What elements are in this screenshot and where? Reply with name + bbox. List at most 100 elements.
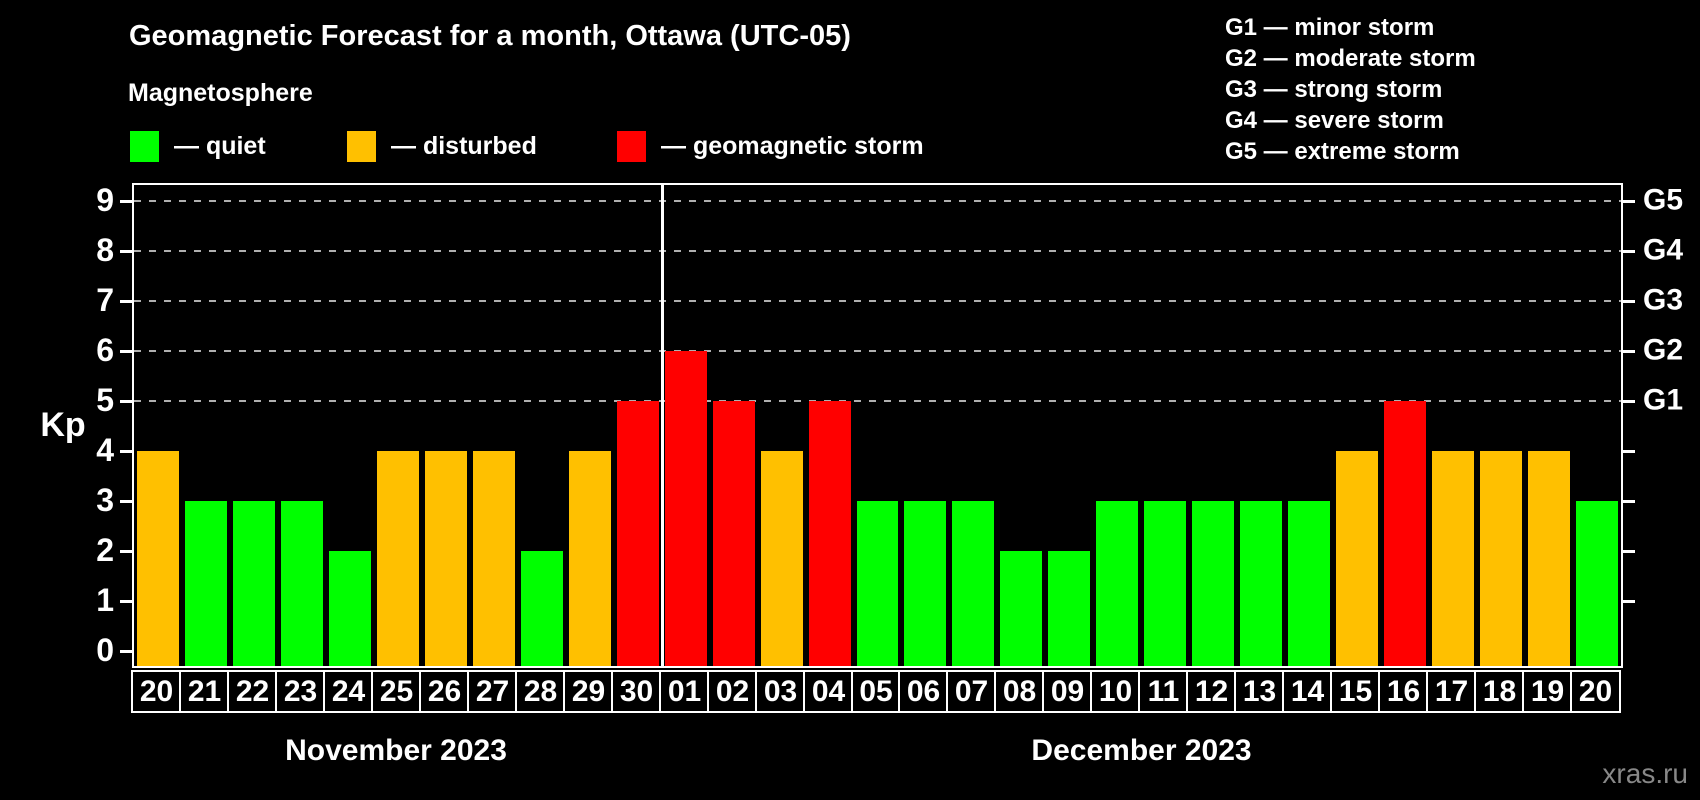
kp-bar [952, 501, 995, 666]
kp-bar [137, 451, 179, 666]
kp-bar [1384, 401, 1427, 666]
day-label: 22 [227, 670, 278, 713]
legend-item-disturbed: — disturbed [347, 131, 537, 162]
plot-area: 0 1 2 3 4 5 6 7 8 9 G1 G2 G3 G4 G5 [96, 182, 1683, 668]
day-label: 02 [707, 670, 758, 713]
day-label: 23 [275, 670, 326, 713]
quiet-color-swatch [130, 131, 159, 162]
y-axis-tick-label: 2 [96, 531, 114, 568]
kp-bar [376, 451, 419, 666]
g-axis-label: G4 [1643, 233, 1684, 267]
y-axis-tick [120, 300, 132, 303]
y-axis-tick [120, 250, 132, 253]
gridline-kp-9 [134, 200, 1621, 202]
y-axis-tick [120, 400, 132, 403]
day-label: 30 [611, 670, 662, 713]
day-label: 12 [1186, 670, 1237, 713]
kp-bar [904, 501, 947, 666]
y-axis-tick-label: 4 [96, 431, 114, 468]
kp-bar [232, 501, 275, 666]
y-axis-tick [120, 600, 132, 603]
day-label: 13 [1234, 670, 1285, 713]
day-label: 27 [467, 670, 518, 713]
right-axis-tick [1623, 250, 1635, 253]
day-axis-row: 20 21 22 23 24 25 26 27 28 29 30 01 02 03 04 05 06 07 08 09… [131, 670, 1623, 713]
g-axis-label: G2 [1643, 333, 1684, 367]
kp-bar [616, 401, 659, 666]
y-axis-tick [120, 650, 132, 653]
watermark: xras.ru [1602, 758, 1688, 789]
right-axis-tick [1623, 450, 1635, 453]
kp-bar [1528, 451, 1571, 666]
y-axis-tick-label: 0 [96, 631, 114, 668]
g-axis-label: G3 [1643, 283, 1684, 317]
kp-bar [472, 451, 515, 666]
day-label: 28 [515, 670, 566, 713]
y-axis-tick [120, 550, 132, 553]
day-label: 11 [1138, 670, 1189, 713]
right-axis-tick [1623, 400, 1635, 403]
y-axis-tick [120, 450, 132, 453]
right-axis-tick [1623, 200, 1635, 203]
legend-heading: Magnetosphere [128, 79, 313, 107]
day-label: 16 [1378, 670, 1429, 713]
y-axis-tick-label: 7 [96, 281, 114, 318]
kp-bar [664, 351, 707, 666]
chart-title: Geomagnetic Forecast for a month, Ottawa… [129, 20, 851, 52]
kp-bar [1576, 501, 1618, 666]
gridline-kp-7 [134, 300, 1621, 302]
kp-bar [856, 501, 899, 666]
g-scale-legend-line: G4 — severe storm [1225, 107, 1444, 134]
g-scale-legend-line: G3 — strong storm [1225, 76, 1443, 103]
day-label: 08 [994, 670, 1045, 713]
kp-bar [1192, 501, 1235, 666]
kp-bar [1000, 551, 1043, 666]
day-label: 03 [755, 670, 806, 713]
y-axis-tick-label: 3 [96, 481, 114, 518]
g-scale-legend-line: G1 — minor storm [1225, 14, 1435, 41]
y-axis-tick-label: 8 [96, 231, 114, 268]
kp-bar [1336, 451, 1379, 666]
g-axis-label: G1 [1643, 383, 1684, 417]
day-label: 20 [131, 670, 182, 713]
day-label: 24 [323, 670, 374, 713]
day-label: 20 [1570, 670, 1621, 713]
g-scale-legend: G1 — minor storm G2 — moderate storm G3 … [1225, 12, 1476, 167]
kp-bar [1096, 501, 1139, 666]
month-label-november: November 2023 [285, 734, 507, 767]
disturbed-color-swatch [347, 131, 376, 162]
g-scale-legend-line: G5 — extreme storm [1225, 138, 1460, 165]
gridline-kp-6 [134, 350, 1621, 352]
kp-bar [424, 451, 467, 666]
right-axis-tick [1623, 550, 1635, 553]
y-axis-tick-label: 5 [96, 381, 114, 418]
day-label: 14 [1282, 670, 1333, 713]
day-label: 18 [1474, 670, 1525, 713]
kp-bar [760, 451, 803, 666]
storm-color-swatch [617, 131, 646, 162]
g-scale-legend-line: G2 — moderate storm [1225, 45, 1476, 72]
kp-bar [184, 501, 227, 666]
legend-item-label: — disturbed [391, 132, 537, 160]
g-axis-label: G5 [1643, 183, 1684, 217]
right-axis-tick [1623, 300, 1635, 303]
day-label: 29 [563, 670, 614, 713]
gridline-kp-5 [134, 400, 1621, 402]
legend-item-storm: — geomagnetic storm [617, 131, 924, 162]
kp-bar [1240, 501, 1283, 666]
day-label: 19 [1522, 670, 1573, 713]
day-label: 07 [946, 670, 997, 713]
right-axis-tick [1623, 600, 1635, 603]
right-axis-tick [1623, 500, 1635, 503]
day-label: 25 [371, 670, 422, 713]
y-axis-tick-label: 9 [96, 181, 114, 218]
legend-item-quiet: — quiet [130, 131, 266, 162]
day-label: 05 [851, 670, 901, 713]
kp-axis-label: Kp [40, 406, 86, 444]
kp-bar [808, 401, 851, 666]
kp-bar [1288, 501, 1331, 666]
kp-bar [1048, 551, 1091, 666]
y-axis-tick [120, 350, 132, 353]
day-label: 04 [803, 670, 854, 713]
kp-bar [328, 551, 371, 666]
